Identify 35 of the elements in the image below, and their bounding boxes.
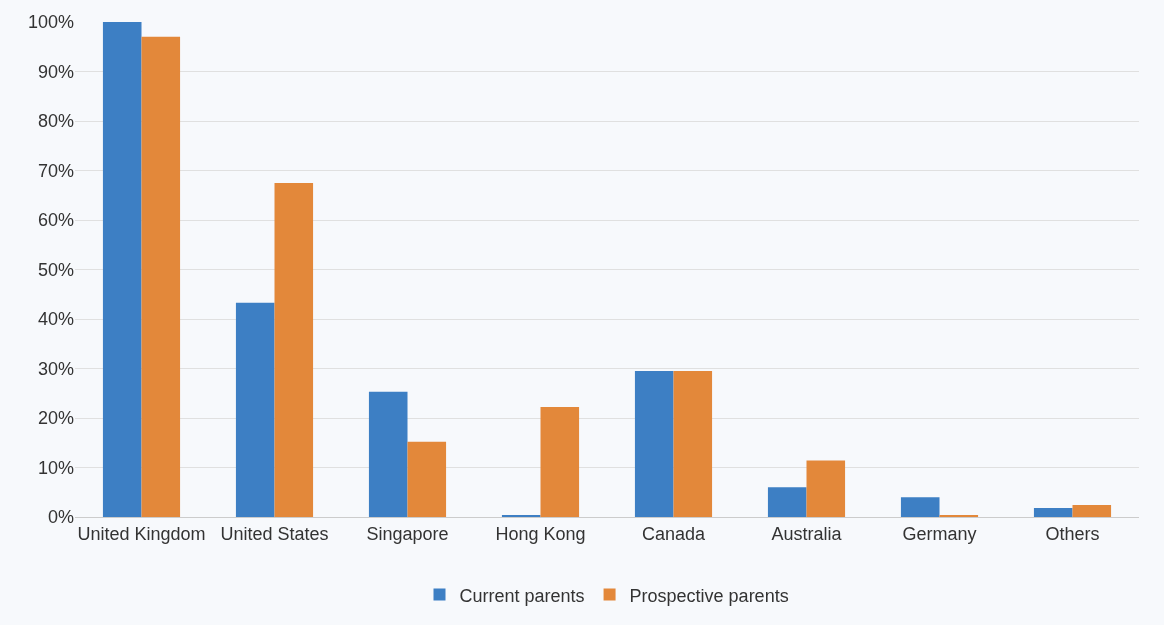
bar bbox=[274, 182, 314, 517]
bar bbox=[407, 441, 447, 517]
x-tick-label: Australia bbox=[771, 523, 843, 544]
x-tick-label: Others bbox=[1045, 523, 1100, 544]
x-tick-label: Germany bbox=[902, 523, 977, 544]
bar bbox=[767, 487, 807, 517]
y-tick-label: 50% bbox=[37, 259, 74, 280]
bar bbox=[1072, 505, 1112, 517]
bar bbox=[540, 407, 580, 517]
x-tick-label: Hong Kong bbox=[495, 523, 586, 544]
y-tick-label: 90% bbox=[37, 61, 74, 82]
y-tick-label: 60% bbox=[37, 210, 74, 231]
bar bbox=[634, 370, 674, 517]
x-tick-label: United Kingdom bbox=[77, 523, 206, 544]
bar bbox=[900, 497, 940, 517]
bar bbox=[368, 391, 408, 517]
y-tick-label: 70% bbox=[37, 160, 74, 181]
legend-label: Prospective parents bbox=[629, 585, 789, 606]
bar bbox=[141, 36, 181, 517]
bar bbox=[806, 460, 846, 517]
bar bbox=[102, 22, 142, 517]
x-tick-label: Singapore bbox=[366, 523, 449, 544]
y-tick-label: 20% bbox=[37, 408, 74, 429]
x-tick-label: Canada bbox=[641, 523, 707, 544]
y-tick-label: 10% bbox=[37, 457, 74, 478]
y-tick-label: 40% bbox=[37, 309, 74, 330]
x-tick-label: United States bbox=[220, 523, 329, 544]
bar bbox=[235, 302, 275, 517]
bar bbox=[673, 370, 713, 517]
y-tick-label: 30% bbox=[37, 358, 74, 379]
bar bbox=[1033, 508, 1073, 517]
y-tick-label: 80% bbox=[37, 111, 74, 132]
legend-label: Current parents bbox=[459, 585, 585, 606]
y-tick-label: 0% bbox=[47, 507, 74, 528]
y-tick-label: 100% bbox=[27, 12, 74, 33]
